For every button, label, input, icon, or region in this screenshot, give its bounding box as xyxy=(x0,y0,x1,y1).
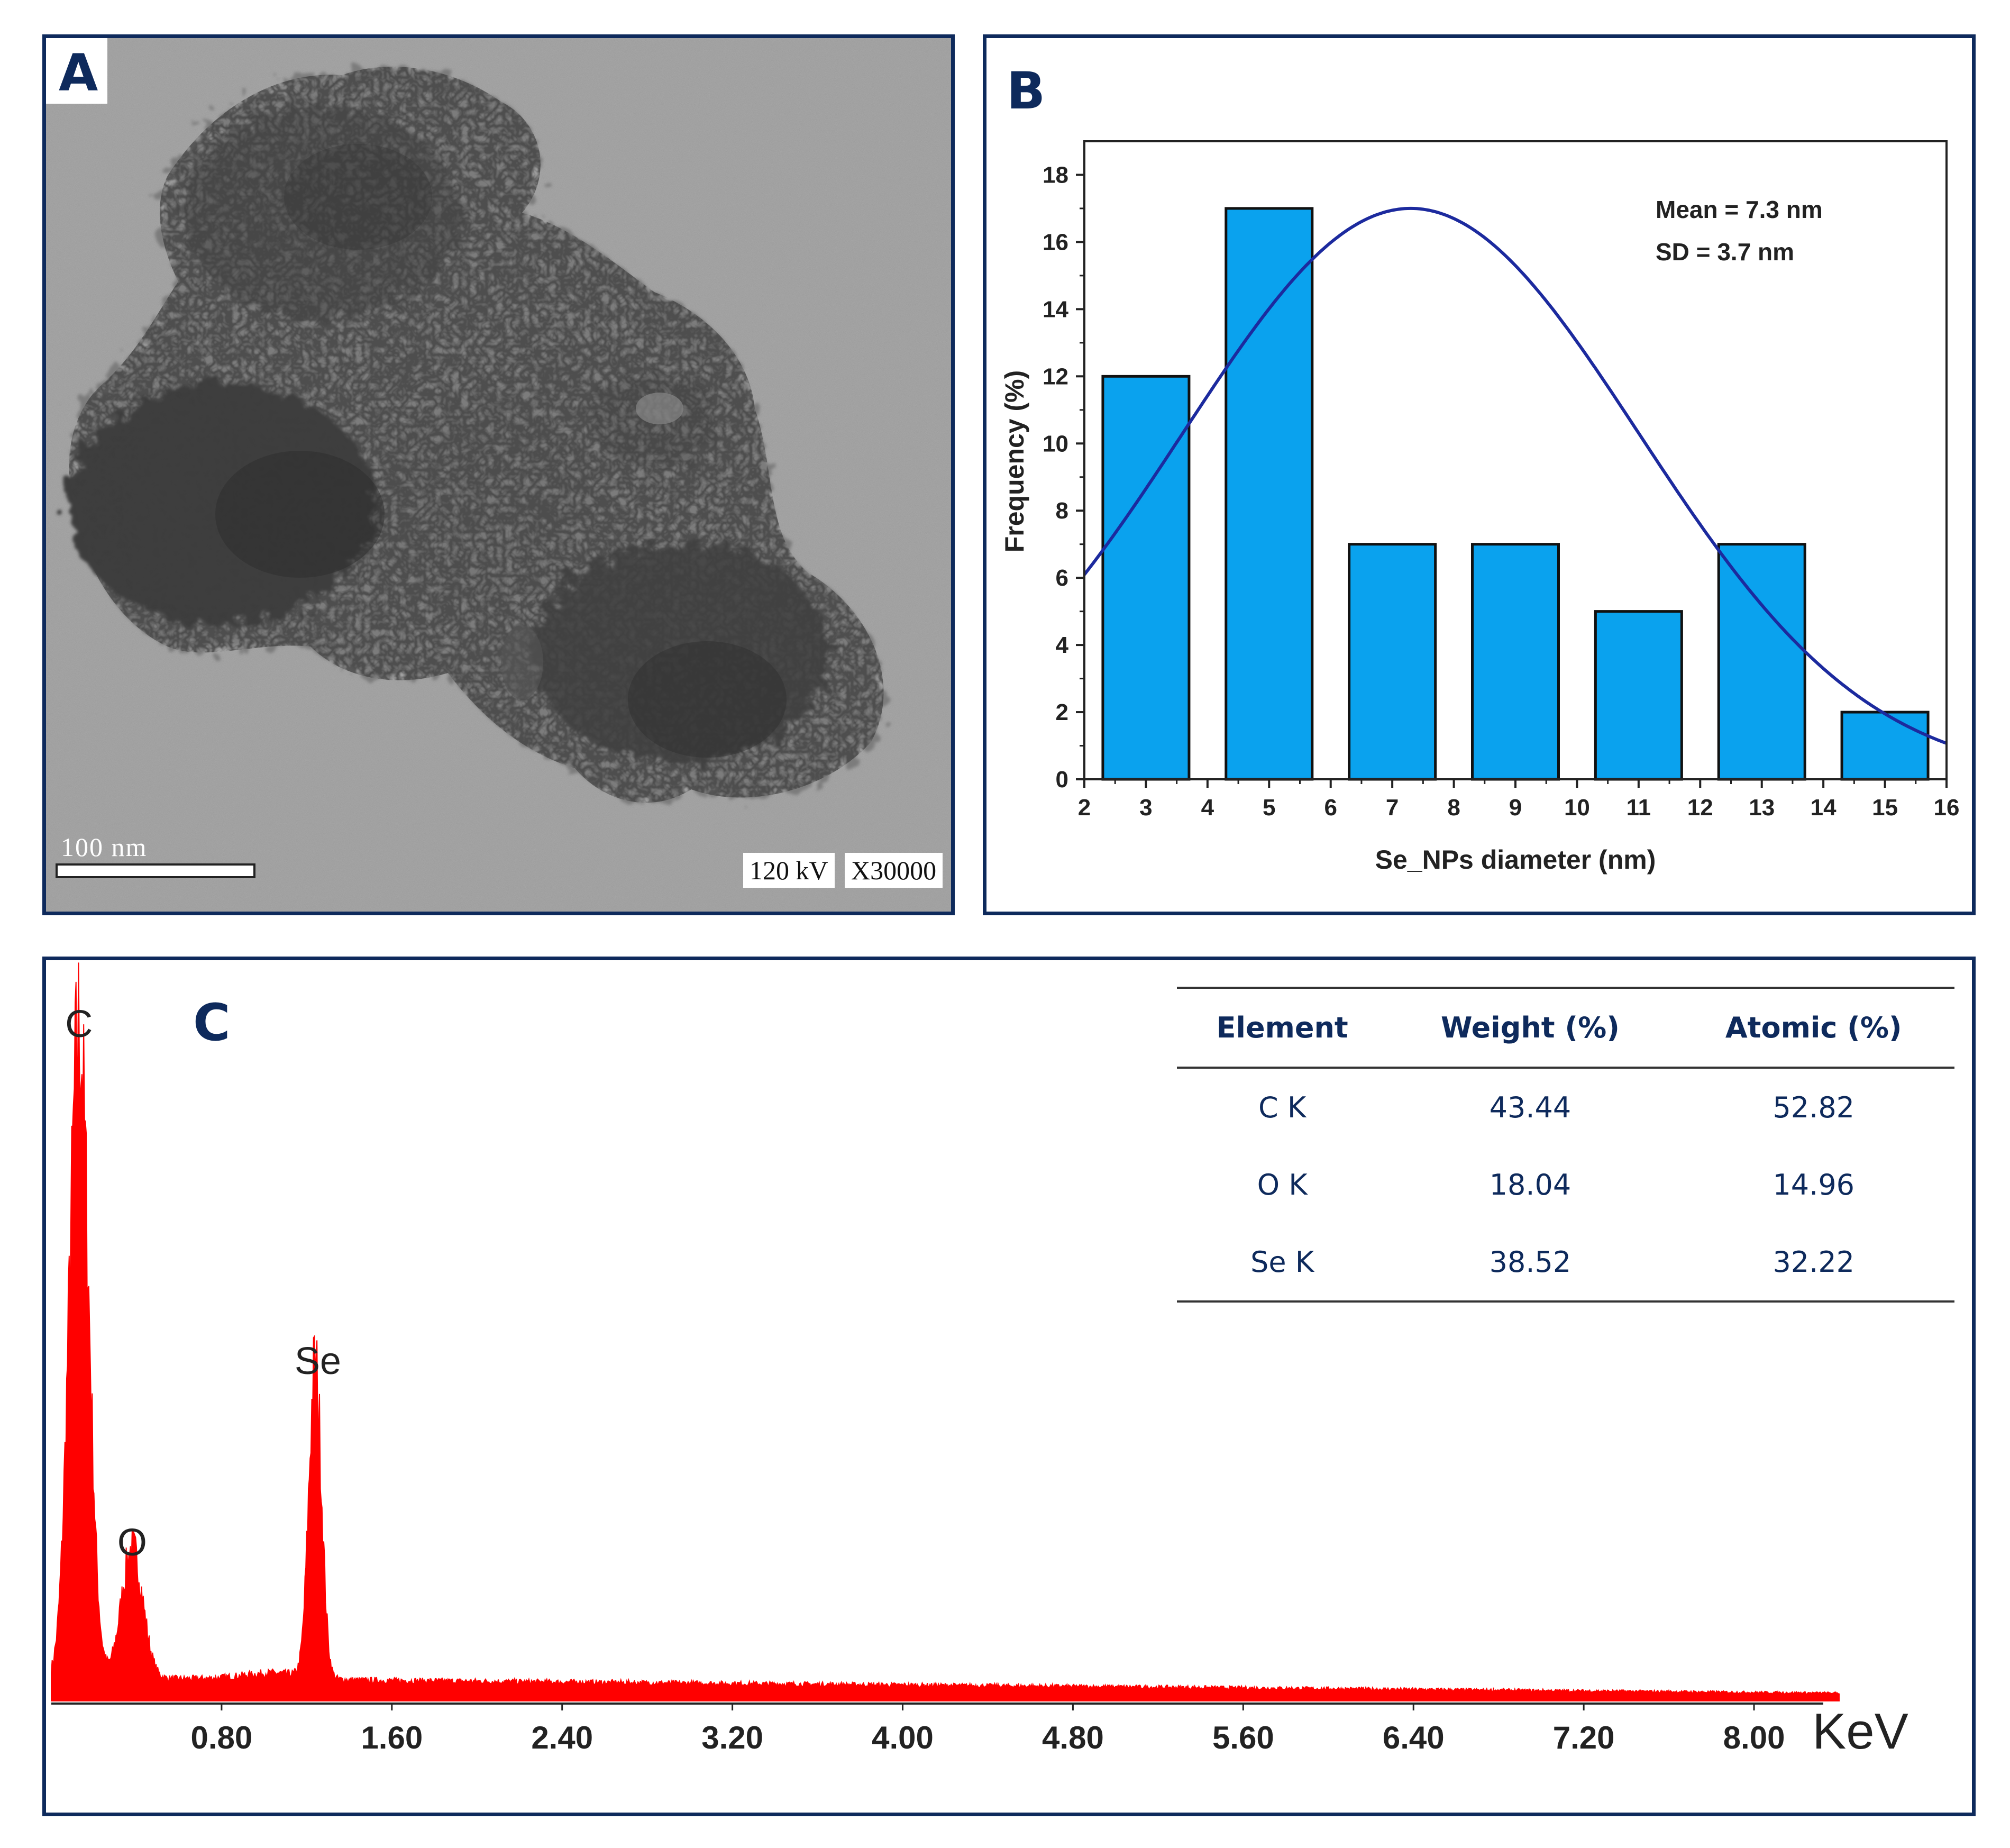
table-cell: 18.04 xyxy=(1489,1168,1572,1201)
voltage-label: 120 kV xyxy=(743,853,835,888)
x-tick-label: 6.40 xyxy=(1383,1720,1445,1755)
table-cell: 32.22 xyxy=(1673,1223,1954,1303)
table-row: C K 43.44 52.82 xyxy=(1177,1068,1954,1146)
table-cell: 38.52 xyxy=(1387,1223,1673,1303)
panel-b-histogram: B 2 3 4 5 6 7 8 9 10 11 12 13 14 15 16 0 2 4 6 8 10 12 14 16 18… xyxy=(983,34,1976,915)
x-axis-label: Se_NPs diameter (nm) xyxy=(1375,845,1656,875)
x-tick-label: 14 xyxy=(1811,795,1837,821)
table-header-atomic: Atomic (%) xyxy=(1673,987,1954,1069)
y-tick-label: 8 xyxy=(1056,498,1068,524)
scale-bar xyxy=(56,863,255,878)
sd-annotation: SD = 3.7 nm xyxy=(1656,238,1794,266)
x-tick-label: 4.80 xyxy=(1042,1720,1104,1755)
x-tick-label: 7.20 xyxy=(1553,1720,1615,1755)
x-tick-label: 8 xyxy=(1447,795,1460,821)
panel-c-label: C xyxy=(193,993,231,1052)
y-tick-label: 4 xyxy=(1056,632,1069,658)
y-tick-label: 0 xyxy=(1056,767,1068,793)
eds-spectrum-chart: C O Se 0.80 1.60 2.40 3.20 4.00 4.80 5.60 6.40 7.2… xyxy=(51,962,1908,1760)
x-tick-label: 15 xyxy=(1872,795,1898,821)
x-axis-ticks: 2 3 4 5 6 7 8 9 10 11 12 13 14 15 16 xyxy=(1078,779,1960,821)
panel-c-eds-spectrum: C Element Weight (%) Atomic (%) C K 43.4… xyxy=(42,957,1976,1816)
mean-annotation: Mean = 7.3 nm xyxy=(1656,196,1823,223)
gaussian-fit-curve xyxy=(1083,206,1948,745)
table-header-row: Element Weight (%) Atomic (%) xyxy=(1177,987,1954,1069)
x-tick-label: 6 xyxy=(1324,795,1337,821)
scale-bar-text: 100 nm xyxy=(61,832,148,862)
x-axis-ticks: 0.80 1.60 2.40 3.20 4.00 4.80 5.60 6.40 7.20 8.00 xyxy=(191,1704,1785,1755)
panel-a-label: A xyxy=(59,43,98,103)
y-tick-label: 2 xyxy=(1056,699,1068,725)
x-tick-label: 4.00 xyxy=(872,1720,934,1755)
table-header-weight: Weight (%) xyxy=(1387,987,1673,1069)
x-tick-label: 5 xyxy=(1263,795,1275,821)
x-tick-label: 9 xyxy=(1509,795,1522,821)
x-tick-label: 1.60 xyxy=(361,1720,423,1755)
x-axis-unit: KeV xyxy=(1812,1703,1908,1760)
table-row: O K 18.04 14.96 xyxy=(1177,1146,1954,1223)
table-row: Se K 38.52 32.22 xyxy=(1177,1223,1954,1303)
panel-a-label-box: A xyxy=(46,38,108,104)
x-tick-label: 2.40 xyxy=(531,1720,593,1755)
table-cell: C K xyxy=(1258,1090,1306,1124)
magnification-label: X30000 xyxy=(845,853,943,888)
x-tick-label: 5.60 xyxy=(1212,1720,1274,1755)
x-tick-label: 3 xyxy=(1139,795,1152,821)
peak-label: C xyxy=(65,1003,93,1045)
panel-b-label: B xyxy=(1007,61,1046,121)
x-tick-label: 11 xyxy=(1627,795,1651,821)
x-tick-label: 10 xyxy=(1564,795,1590,821)
y-tick-label: 10 xyxy=(1043,431,1068,457)
peak-labels: C O Se xyxy=(65,1003,341,1564)
histogram-bar xyxy=(1840,711,1930,781)
x-tick-label: 0.80 xyxy=(191,1720,253,1755)
spectrum-trace xyxy=(51,962,1840,1701)
table-cell: 14.96 xyxy=(1773,1168,1855,1201)
tem-micrograph xyxy=(46,38,951,912)
x-tick-label: 8.00 xyxy=(1723,1720,1785,1755)
histogram-bar xyxy=(1348,543,1437,781)
y-tick-label: 12 xyxy=(1043,363,1068,389)
histogram-bar xyxy=(1225,207,1314,781)
table-cell: 52.82 xyxy=(1773,1090,1855,1124)
histogram-bar xyxy=(1717,543,1806,781)
x-tick-label: 3.20 xyxy=(701,1720,763,1755)
table-cell: Se K xyxy=(1177,1223,1388,1303)
histogram-bar xyxy=(1101,375,1191,781)
x-tick-label: 7 xyxy=(1386,795,1399,821)
composition-table: Element Weight (%) Atomic (%) C K 43.44 … xyxy=(1177,987,1954,1303)
peak-label: Se xyxy=(295,1340,341,1382)
y-tick-label: 18 xyxy=(1043,162,1068,188)
histogram-bar xyxy=(1471,543,1560,781)
panel-a-tem-image: A 100 nm 120 kV X30000 xyxy=(42,34,955,915)
y-tick-label: 6 xyxy=(1056,565,1068,591)
x-tick-label: 2 xyxy=(1078,795,1091,821)
y-tick-label: 14 xyxy=(1043,296,1068,322)
x-tick-label: 16 xyxy=(1934,795,1960,821)
x-tick-label: 12 xyxy=(1687,795,1713,821)
histogram-bars xyxy=(1101,207,1930,781)
x-tick-label: 13 xyxy=(1749,795,1775,821)
table-cell: 43.44 xyxy=(1489,1090,1572,1124)
y-axis-label: Frequency (%) xyxy=(1000,370,1029,553)
table-cell: O K xyxy=(1257,1168,1308,1201)
y-axis-ticks: 0 2 4 6 8 10 12 14 16 18 xyxy=(1043,162,1084,793)
y-tick-label: 16 xyxy=(1043,229,1068,255)
histogram-bar xyxy=(1594,610,1683,781)
peak-label: O xyxy=(117,1522,147,1564)
x-tick-label: 4 xyxy=(1201,795,1214,821)
table-header-element: Element xyxy=(1177,987,1388,1069)
